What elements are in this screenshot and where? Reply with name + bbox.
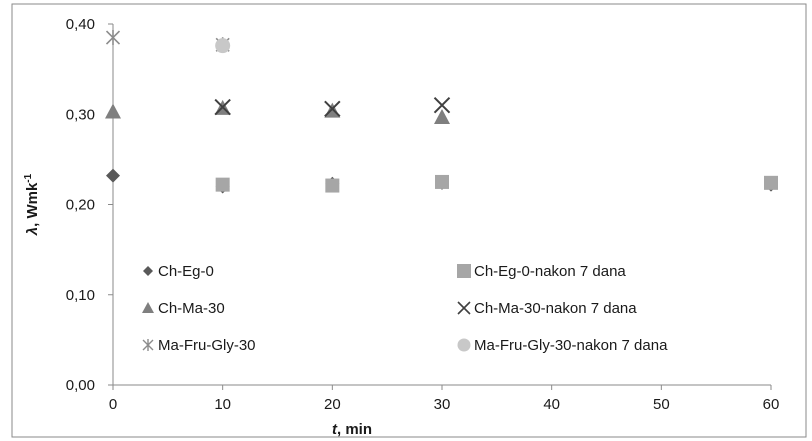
- series-2: [215, 174, 778, 193]
- x-axis-title: t, min: [332, 421, 372, 438]
- legend-item: Ma-Fru-Gly-30-nakon 7 dana: [457, 337, 668, 354]
- y-axis-symbol: λ: [24, 227, 41, 236]
- legend-triangle-icon: [142, 302, 154, 313]
- legend-x-icon: [457, 301, 471, 315]
- y-tick-label: 0,10: [66, 287, 95, 304]
- x-tick-label: 40: [543, 396, 560, 413]
- legend-item: Ch-Eg-0: [143, 263, 214, 280]
- y-tick-label: 0,20: [66, 197, 95, 214]
- legend-label: Ch-Ma-30: [158, 300, 225, 317]
- square-marker-point: [215, 177, 230, 192]
- x-tick-label: 60: [763, 396, 780, 413]
- series-3: [105, 99, 450, 124]
- tick-labels: 0,00 0,10 0,20 0,30 0,40 0 10 20 30 40 50 60: [66, 16, 780, 413]
- x-tick-label: 10: [214, 396, 231, 413]
- legend-label: Ma-Fru-Gly-30-nakon 7 dana: [474, 337, 668, 354]
- triangle-marker-point: [105, 103, 121, 119]
- triangle-marker-point: [434, 108, 450, 124]
- legend-square-icon: [457, 264, 471, 278]
- legend-label: Ma-Fru-Gly-30: [158, 337, 256, 354]
- diamond-marker-point: [106, 168, 120, 183]
- data-points: [105, 30, 778, 194]
- y-axis-superscript: -1: [23, 173, 34, 182]
- legend-item: Ch-Ma-30-nakon 7 dana: [457, 300, 637, 317]
- legend-label: Ch-Eg-0-nakon 7 dana: [474, 263, 626, 280]
- axis-titles: t, min λ, Wmk-1: [23, 173, 372, 438]
- x-axis-symbol: t: [332, 421, 338, 438]
- x-tick-label: 50: [653, 396, 670, 413]
- square-marker-point: [764, 175, 778, 190]
- legend-label: Ch-Eg-0: [158, 263, 214, 280]
- circle-marker-point: [215, 38, 231, 54]
- x-marker-point: [324, 100, 341, 118]
- legend-star-icon: [142, 339, 154, 351]
- legend-item: Ch-Eg-0-nakon 7 dana: [457, 263, 626, 280]
- x-tick-label: 20: [324, 396, 341, 413]
- y-axis-unit: , Wmk: [24, 182, 41, 227]
- legend-item: Ch-Ma-30: [142, 300, 225, 317]
- legend-label: Ch-Ma-30-nakon 7 dana: [474, 300, 637, 317]
- square-marker-point: [325, 178, 340, 193]
- legend-item: Ma-Fru-Gly-30: [142, 337, 256, 354]
- series-6: [215, 38, 231, 54]
- x-tick-label: 0: [109, 396, 117, 413]
- legend-diamond-icon: [143, 266, 153, 276]
- axes: [11, 3, 807, 438]
- x-axis-unit: , min: [337, 421, 372, 438]
- x-tick-label: 30: [434, 396, 451, 413]
- y-axis-title: λ, Wmk-1: [23, 173, 41, 236]
- star-marker-point: [105, 30, 121, 46]
- legend: Ch-Eg-0 Ch-Eg-0-nakon 7 dana Ch-Ma-30 Ch-Ma…: [142, 263, 668, 354]
- x-marker-point: [433, 97, 451, 114]
- y-tick-label: 0,00: [66, 377, 95, 394]
- chart-border: [11, 3, 807, 438]
- series-5: [105, 30, 230, 53]
- y-tick-label: 0,40: [66, 16, 95, 33]
- y-tick-label: 0,30: [66, 106, 95, 123]
- square-marker-point: [435, 174, 449, 189]
- legend-circle-icon: [457, 338, 471, 352]
- x-marker-point: [214, 98, 231, 116]
- series-4: [214, 97, 451, 118]
